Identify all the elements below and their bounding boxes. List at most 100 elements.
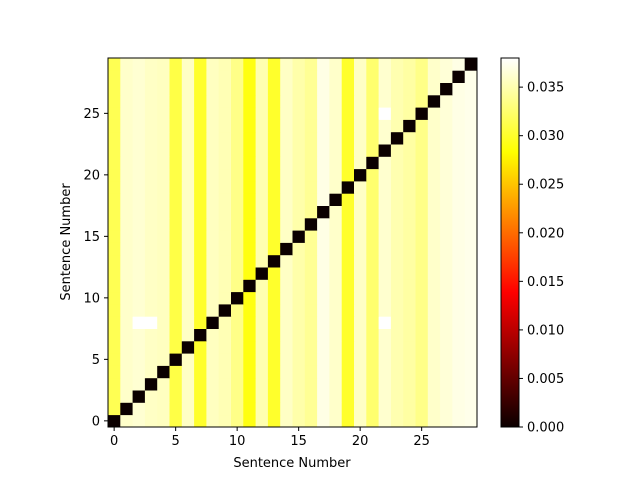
heatmap-cell — [341, 205, 355, 219]
heatmap-cell — [390, 144, 404, 157]
heatmap-cell — [243, 193, 256, 206]
heatmap-cell — [317, 82, 330, 96]
heatmap-cell — [354, 377, 367, 391]
heatmap-cell — [132, 267, 146, 280]
heatmap-cell — [218, 82, 232, 96]
heatmap-cell — [341, 304, 355, 317]
heatmap-cell — [194, 365, 207, 379]
heatmap-cell — [292, 217, 306, 231]
heatmap-cell — [317, 58, 330, 71]
colorbar-tick-label: 0.030 — [527, 129, 564, 144]
heatmap-cell — [390, 217, 404, 231]
heatmap-cell — [243, 58, 256, 71]
heatmap-cell — [354, 254, 367, 268]
heatmap-cell — [206, 217, 220, 231]
heatmap-cell — [108, 291, 121, 305]
heatmap-cell — [231, 377, 244, 391]
heatmap-cell — [390, 304, 404, 317]
heatmap-cell — [181, 242, 195, 256]
heatmap-cell — [366, 107, 379, 120]
heatmap-cell — [280, 353, 293, 366]
heatmap-cell — [292, 156, 306, 170]
heatmap-cell — [206, 414, 220, 428]
heatmap-cell — [415, 242, 429, 256]
heatmap-cell — [144, 353, 158, 366]
heatmap-cell — [440, 353, 453, 366]
heatmap-cell — [218, 365, 232, 379]
heatmap-cell — [181, 254, 195, 268]
heatmap-cell — [194, 193, 207, 206]
heatmap-cell — [218, 279, 232, 293]
heatmap-cell — [378, 217, 392, 231]
diagonal-cell — [218, 304, 232, 317]
heatmap-cell — [304, 291, 318, 305]
heatmap-cell — [144, 131, 158, 145]
heatmap-cell — [108, 131, 121, 145]
heatmap-cell — [218, 402, 232, 416]
diagonal-cell — [108, 414, 121, 428]
heatmap-cell — [120, 107, 133, 120]
heatmap-cell — [354, 304, 367, 317]
diagonal-cell — [206, 316, 220, 329]
heatmap-cell — [231, 304, 244, 317]
heatmap-cell — [354, 353, 367, 366]
heatmap-cell — [427, 70, 441, 83]
heatmap-cell — [292, 279, 306, 293]
heatmap-cell — [231, 414, 244, 428]
heatmap-cell — [120, 242, 133, 256]
heatmap-cell — [390, 291, 404, 305]
heatmap-cell — [366, 217, 379, 231]
heatmap-cell — [108, 390, 121, 403]
heatmap-cell — [243, 181, 256, 194]
heatmap-cell — [132, 131, 146, 145]
heatmap-cell — [132, 82, 146, 96]
heatmap-cell — [157, 414, 170, 428]
heatmap-cell — [366, 131, 379, 145]
heatmap-cell — [354, 156, 367, 170]
heatmap-cell — [144, 390, 158, 403]
heatmap-cell — [292, 377, 306, 391]
heatmap-cell — [304, 402, 318, 416]
heatmap-cell — [427, 377, 441, 391]
diagonal-cell — [144, 377, 158, 391]
heatmap-cell — [181, 230, 195, 243]
heatmap-cell — [452, 82, 466, 96]
heatmap-cell — [403, 340, 416, 354]
heatmap-cell — [157, 254, 170, 268]
heatmap-cell — [144, 119, 158, 133]
heatmap-cell — [144, 254, 158, 268]
heatmap-cell — [403, 230, 416, 243]
heatmap-cell — [267, 107, 281, 120]
heatmap-cell — [120, 230, 133, 243]
heatmap-cell — [427, 82, 441, 96]
heatmap-cell — [292, 131, 306, 145]
heatmap-cell — [280, 254, 293, 268]
heatmap-cell — [354, 131, 367, 145]
heatmap-cell — [329, 205, 343, 219]
heatmap-cell — [120, 267, 133, 280]
heatmap-cell — [341, 144, 355, 157]
heatmap-cell — [181, 168, 195, 182]
heatmap-cell — [427, 193, 441, 206]
heatmap-cell — [108, 316, 121, 329]
heatmap-cell — [194, 316, 207, 329]
heatmap-cell — [255, 107, 269, 120]
heatmap-cell — [440, 181, 453, 194]
heatmap-cell — [194, 304, 207, 317]
heatmap-cell — [181, 365, 195, 379]
heatmap-cell — [415, 402, 429, 416]
heatmap-cell — [132, 377, 146, 391]
heatmap-cell — [169, 156, 183, 170]
diagonal-cell — [427, 94, 441, 108]
heatmap-cell — [329, 217, 343, 231]
diagonal-cell — [120, 402, 133, 416]
heatmap-cell — [292, 193, 306, 206]
heatmap-cell — [304, 242, 318, 256]
heatmap-cell — [403, 242, 416, 256]
heatmap-cell — [464, 377, 478, 391]
heatmap-cell — [415, 254, 429, 268]
heatmap-cell — [120, 94, 133, 108]
heatmap-cell — [157, 304, 170, 317]
heatmap-cell — [317, 242, 330, 256]
heatmap-cell — [378, 390, 392, 403]
